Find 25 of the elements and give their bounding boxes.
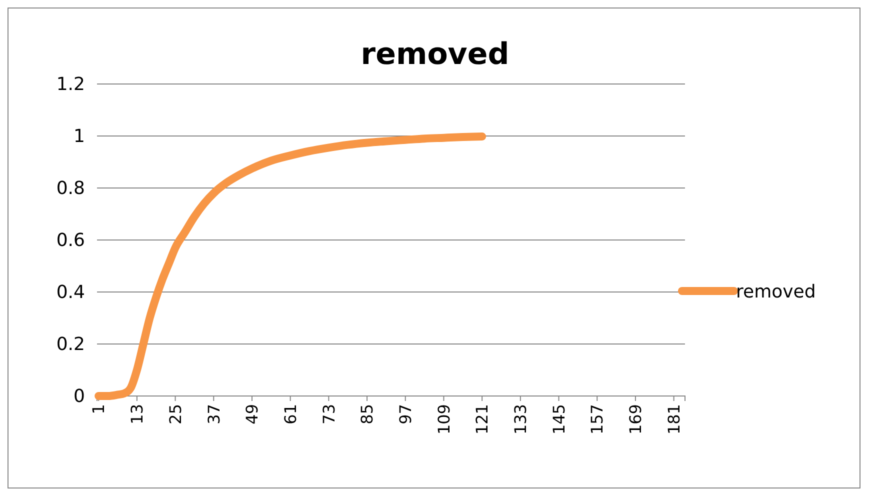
x-tick-label: 181: [664, 404, 684, 435]
x-tick-label: 109: [434, 404, 454, 435]
y-tick-label: 0.2: [56, 334, 85, 355]
y-tick-label: 1: [74, 126, 85, 147]
x-tick-label: 85: [358, 404, 377, 424]
x-tick-label: 157: [588, 404, 607, 435]
y-tick-label: 0: [74, 386, 85, 407]
chart-title: removed: [360, 37, 510, 72]
x-tick-label: 73: [319, 404, 338, 424]
x-tick-label: 49: [242, 404, 262, 424]
y-tick-label: 1.2: [56, 74, 85, 95]
x-tick-label: 25: [166, 404, 185, 424]
x-tick-label: 145: [549, 404, 568, 435]
x-tick-label: 37: [204, 404, 224, 424]
x-tick-label: 97: [396, 404, 415, 424]
legend-label: removed: [736, 281, 816, 302]
x-tick-label: 13: [128, 404, 147, 424]
y-tick-label: 0.8: [56, 178, 85, 199]
y-tick-label: 0.4: [56, 282, 85, 303]
x-tick-label: 133: [511, 404, 530, 435]
x-tick-label: 121: [472, 404, 492, 435]
x-tick-label: 169: [626, 404, 646, 435]
x-tick-label: 61: [280, 404, 300, 424]
x-tick-label: 1: [89, 404, 108, 414]
y-tick-label: 0.6: [56, 230, 85, 251]
